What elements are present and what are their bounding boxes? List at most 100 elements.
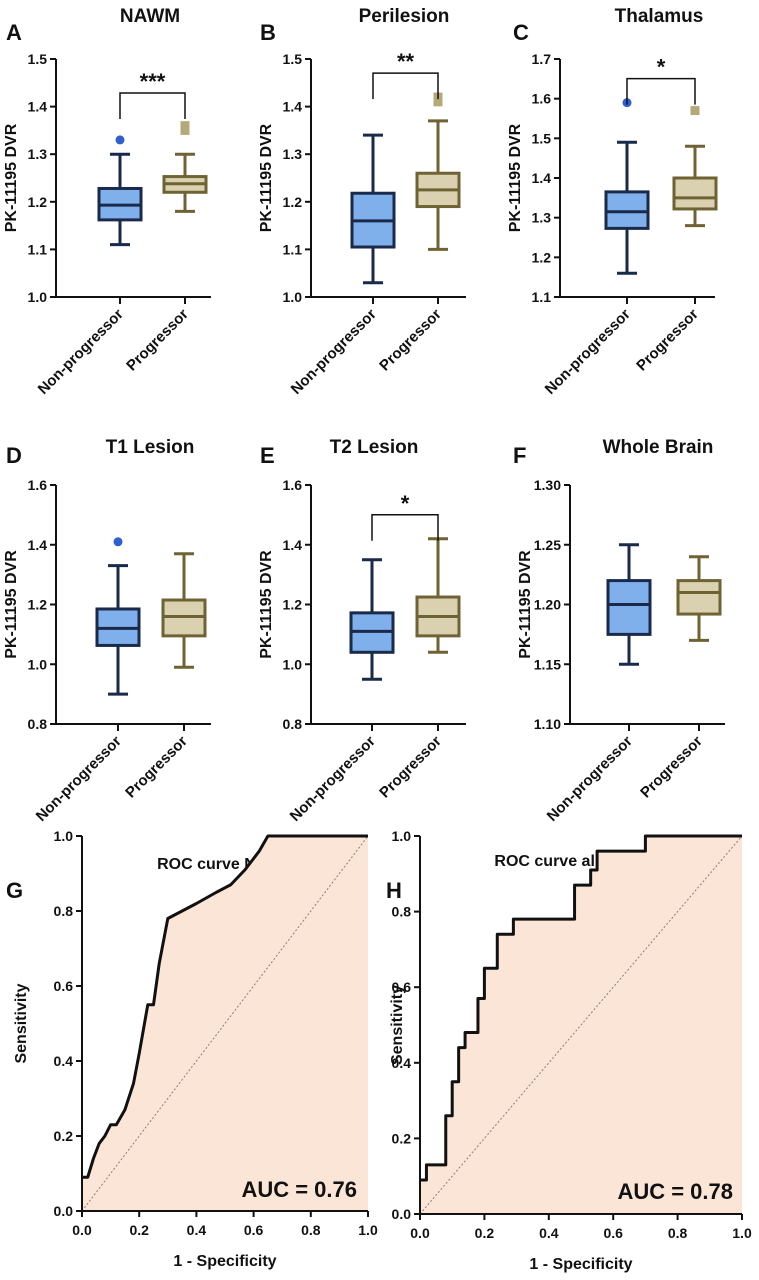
box-nonprogressor: [349, 558, 395, 681]
x-tick-label: 0.4: [187, 1222, 207, 1238]
outlier-point: [113, 537, 123, 547]
y-tick-label: 0.2: [392, 1130, 412, 1146]
panel-letter: F: [513, 443, 526, 468]
significance-marker: *: [401, 491, 410, 516]
y-tick-label: 1.30: [534, 477, 561, 493]
chart-title: NAWM: [120, 6, 180, 27]
y-tick-label: 1.2: [28, 194, 48, 210]
y-axis-label: PK-11195 DVR: [507, 123, 524, 232]
roc-curve: [82, 834, 368, 1179]
y-tick-label: 1.5: [28, 51, 48, 67]
box-progressor: [161, 552, 207, 669]
x-tick-label-nonprogressor: Non-progressor: [287, 733, 379, 825]
y-tick-label: 1.6: [28, 477, 48, 493]
box-nonprogressor: [95, 537, 141, 696]
box-progressor: [162, 121, 208, 213]
panel-b: B Perilesion PK-11195 DVR 1.0 1.1 1.2 1.3 1.4 1.…: [258, 6, 466, 398]
y-tick-label: 0.8: [283, 716, 303, 732]
chart-title: T1 Lesion: [106, 437, 195, 458]
x-tick-label-progressor: Progressor: [376, 306, 445, 375]
x-tick-label-progressor: Progressor: [122, 733, 191, 802]
outlier-point: [180, 125, 190, 135]
x-tick-label-nonprogressor: Non-progressor: [544, 733, 636, 825]
y-axis-label: PK-11195 DVR: [258, 123, 275, 232]
y-tick-label: 1.0: [28, 289, 48, 305]
chart-title: T2 Lesion: [330, 437, 419, 458]
auc-annotation: AUC = 0.78: [617, 1179, 733, 1204]
y-tick-label: 0.4: [392, 1055, 412, 1071]
x-tick-label-progressor: Progressor: [633, 306, 702, 375]
significance-marker: ***: [140, 69, 166, 94]
y-tick-label: 1.5: [532, 130, 552, 146]
box-progressor: [415, 537, 461, 654]
y-tick-label: 1.4: [28, 537, 48, 553]
y-tick-label: 1.3: [283, 146, 303, 162]
y-tick-label: 1.0: [392, 828, 412, 844]
box-progressor: [672, 106, 718, 228]
box-nonprogressor: [350, 133, 396, 285]
box-nonprogressor: [604, 98, 650, 275]
y-axis-label: PK-11195 DVR: [517, 550, 534, 659]
y-tick-label: 1.0: [54, 828, 74, 844]
x-tick-label: 1.0: [732, 1225, 752, 1241]
significance-marker: **: [397, 49, 415, 74]
box-nonprogressor: [606, 543, 652, 666]
y-tick-label: 1.7: [532, 51, 552, 67]
significance-bracket: [119, 92, 186, 119]
panel-letter: G: [6, 878, 23, 903]
x-axis-label: 1 - Specificity: [173, 1253, 276, 1270]
x-tick-label: 0.0: [72, 1222, 92, 1238]
y-tick-label: 0.0: [54, 1203, 74, 1219]
y-tick-label: 0.4: [54, 1053, 74, 1069]
panel-f: F Whole Brain PK-11195 DVR 1.10 1.15 1.20 1.25…: [513, 437, 725, 825]
chart-title: Whole Brain: [603, 437, 714, 458]
y-tick-label: 0.8: [28, 716, 48, 732]
x-tick-label-nonprogressor: Non-progressor: [33, 733, 125, 825]
auc-annotation: AUC = 0.76: [241, 1177, 357, 1202]
y-tick-label: 1.2: [28, 597, 48, 613]
y-tick-label: 1.5: [283, 51, 303, 67]
panel-letter: C: [513, 20, 529, 45]
x-tick-label: 0.4: [539, 1225, 559, 1241]
x-tick-label-progressor: Progressor: [637, 733, 706, 802]
y-tick-label: 1.20: [534, 597, 561, 613]
y-tick-label: 1.1: [28, 241, 48, 257]
panel-letter: D: [6, 443, 22, 468]
x-tick-label-progressor: Progressor: [376, 733, 445, 802]
y-tick-label: 0.6: [392, 979, 412, 995]
x-tick-label-progressor: Progressor: [123, 306, 192, 375]
x-axis-label: 1 - Specificity: [529, 1256, 632, 1273]
y-tick-label: 1.4: [283, 99, 303, 115]
x-tick-label: 0.8: [301, 1222, 321, 1238]
x-tick-label: 1.0: [358, 1222, 378, 1238]
y-tick-label: 1.3: [28, 146, 48, 162]
x-tick-label: 0.0: [410, 1225, 430, 1241]
x-tick-label: 0.2: [129, 1222, 149, 1238]
panel-letter: H: [386, 878, 402, 903]
y-tick-label: 0.6: [54, 978, 74, 994]
x-tick-label-nonprogressor: Non-progressor: [542, 306, 634, 398]
y-tick-label: 0.0: [392, 1206, 412, 1222]
x-tick-label: 0.8: [668, 1225, 688, 1241]
y-tick-label: 1.6: [532, 91, 552, 107]
y-axis-label: PK-11195 DVR: [3, 123, 20, 232]
chart-title: Perilesion: [359, 6, 450, 27]
significance-bracket: [371, 514, 439, 541]
x-tick-label-nonprogressor: Non-progressor: [35, 306, 127, 398]
y-tick-label: 1.2: [283, 194, 303, 210]
y-tick-label: 1.25: [534, 537, 561, 553]
box-progressor: [676, 555, 722, 642]
y-tick-label: 1.4: [28, 99, 48, 115]
significance-marker: *: [657, 55, 666, 80]
significance-bracket: [372, 72, 439, 100]
reference-diagonal: [419, 835, 743, 1215]
panel-e: E T2 Lesion PK-11195 DVR 0.8 1.0 1.2 1.4 1.6 Non…: [258, 437, 466, 825]
box-progressor: [415, 92, 461, 251]
panel-d: D T1 Lesion PK-11195 DVR 0.8 1.0 1.2 1.4 1.6 Non…: [3, 437, 211, 825]
y-tick-label: 1.2: [532, 249, 552, 265]
y-tick-label: 1.4: [532, 170, 552, 186]
box-iqr: [604, 190, 650, 230]
